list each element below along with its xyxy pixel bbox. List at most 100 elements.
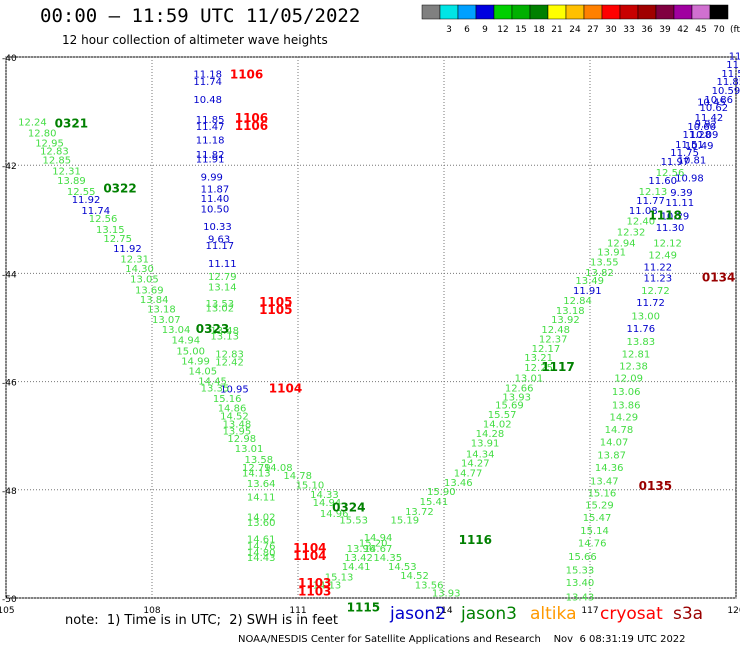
wave-height-value: 15.66 xyxy=(568,552,597,563)
wave-height-value: 9.99 xyxy=(201,172,223,183)
colorbar-label: 27 xyxy=(587,25,598,35)
chart-subtitle: 12 hour collection of altimeter wave hei… xyxy=(62,33,328,47)
pass-label: 1116 xyxy=(459,533,492,547)
x-tick-label: 108 xyxy=(143,606,160,616)
wave-height-value: 12.95 xyxy=(35,138,64,149)
wave-height-value: 13.92 xyxy=(551,315,580,326)
wave-height-value: 15.16 xyxy=(588,488,617,499)
wave-height-value: 13.18 xyxy=(147,304,176,315)
wave-height-value: 14.78 xyxy=(283,471,312,482)
footer-note: note: 1) Time is in UTC; 2) SWH is in fe… xyxy=(65,613,338,628)
wave-height-value: 11.91 xyxy=(573,286,602,297)
wave-height-value: 11.77 xyxy=(636,196,665,207)
wave-height-value: 13.82 xyxy=(585,268,614,279)
wave-height-value: 10.62 xyxy=(700,103,729,114)
wave-height-value: 14.53 xyxy=(388,562,417,573)
wave-height-value: 10.59 xyxy=(712,86,740,97)
wave-height-value: 13.05 xyxy=(130,275,159,286)
pass-label: 0134 xyxy=(702,271,735,285)
y-tick-label: -42 xyxy=(2,162,17,172)
wave-height-value: 15.19 xyxy=(390,515,419,526)
wave-height-value: 11.74 xyxy=(81,206,110,217)
wave-height-value: 11.85 xyxy=(196,115,225,126)
pass-label: 1118 xyxy=(648,208,681,222)
wave-height-value: 11.42 xyxy=(695,113,724,124)
wave-height-value: 14.94 xyxy=(364,533,393,544)
wave-height-value: 12.17 xyxy=(532,344,561,355)
page-title: 00:00 – 11:59 UTC 11/05/2022 xyxy=(40,5,361,27)
wave-height-value: 11.47 xyxy=(196,122,225,133)
wave-height-value: 10.48 xyxy=(193,95,222,106)
pass-label: 0135 xyxy=(639,479,672,493)
wave-height-value: 12.83 xyxy=(40,146,69,157)
colorbar-swatch xyxy=(709,4,729,20)
wave-height-value: 13.18 xyxy=(556,306,585,317)
wave-height-value: 12.42 xyxy=(215,357,244,368)
x-tick-label: 114 xyxy=(435,606,452,616)
wave-height-value: 15.14 xyxy=(580,526,609,537)
wave-height-value: 12.98 xyxy=(227,434,256,445)
wave-height-value: 11.82 xyxy=(196,150,225,161)
wave-height-value: 12.55 xyxy=(67,187,96,198)
wave-height-value: 14.52 xyxy=(220,411,249,422)
wave-height-value: 12.13 xyxy=(639,187,668,198)
wave-height-value: 13.01 xyxy=(515,374,544,385)
wave-height-value: 14.94 xyxy=(313,498,342,509)
pass-label: 1105 xyxy=(259,303,292,317)
wave-height-value: 12.37 xyxy=(539,335,568,346)
y-tick-label: -50 xyxy=(2,595,17,605)
colorbar-label: 70 xyxy=(713,25,725,35)
wave-height-value: 13.48 xyxy=(210,326,239,337)
colorbar-label: 36 xyxy=(641,25,653,35)
pass-label: 0322 xyxy=(103,181,136,195)
y-tick-label: -44 xyxy=(2,270,17,280)
pass-label: 1103 xyxy=(298,584,331,598)
wave-height-value: 14.96 xyxy=(320,509,349,520)
wave-height-value: 11.11 xyxy=(208,259,237,270)
pass-label: 0321 xyxy=(55,116,88,130)
wave-height-value: 13.53 xyxy=(206,299,235,310)
wave-height-value: 12.48 xyxy=(541,325,570,336)
wave-height-value: 10.98 xyxy=(675,173,704,184)
wave-height-value: 11.60 xyxy=(648,176,677,187)
wave-height-value: 12.83 xyxy=(215,349,244,360)
wave-height-value: 10.60 xyxy=(687,122,716,133)
wave-height-value: 14.07 xyxy=(600,437,629,448)
wave-height-value: 13.40 xyxy=(566,578,595,589)
wave-height-value: 15.20 xyxy=(359,539,388,550)
wave-height-value: 15.00 xyxy=(176,347,205,358)
wave-height-value: 13.15 xyxy=(96,225,125,236)
wave-height-value: 10.50 xyxy=(201,204,230,215)
wave-height-value: 14.41 xyxy=(342,562,371,573)
wave-height-value: 11.51 xyxy=(675,140,704,151)
colorbar-label: 39 xyxy=(659,25,671,35)
wave-height-value: 14.77 xyxy=(454,468,483,479)
wave-height-value: 12.84 xyxy=(563,296,592,307)
wave-height-value: 13.47 xyxy=(590,476,619,487)
wave-height-value: 13.91 xyxy=(471,439,500,450)
wave-height-value: 11.28 xyxy=(682,130,711,141)
wave-height-value: 14.34 xyxy=(466,449,495,460)
legend-s3a: s3a xyxy=(673,604,704,624)
wave-height-value: 11.85 xyxy=(717,77,740,88)
wave-height-value: 13.72 xyxy=(405,507,434,518)
wave-height-value: 11.87 xyxy=(201,184,230,195)
colorbar-label: 42 xyxy=(677,25,688,35)
wave-height-value: 13.46 xyxy=(444,478,473,489)
wave-height-value: 10.86 xyxy=(704,95,733,106)
wave-height-value: 11.30 xyxy=(656,223,685,234)
wave-height-value: 12.09 xyxy=(614,374,643,385)
pass-label: 1105 xyxy=(259,295,292,309)
legend-cryosat: cryosat xyxy=(600,604,663,624)
wave-height-value: 13.35 xyxy=(201,383,230,394)
wave-height-value: 12.80 xyxy=(28,129,57,140)
x-tick-label: 105 xyxy=(0,606,15,616)
wave-height-value: 13.69 xyxy=(135,285,164,296)
wave-height-value: 12.31 xyxy=(120,255,149,266)
wave-height-value: 9.63 xyxy=(208,235,230,246)
wave-height-value: 11.18 xyxy=(196,136,225,147)
wave-height-value: 11.92 xyxy=(72,195,101,206)
legend-jason3: jason3 xyxy=(461,604,517,624)
wave-height-value: 12.32 xyxy=(617,228,646,239)
wave-height-value: 11.88 xyxy=(729,52,740,63)
